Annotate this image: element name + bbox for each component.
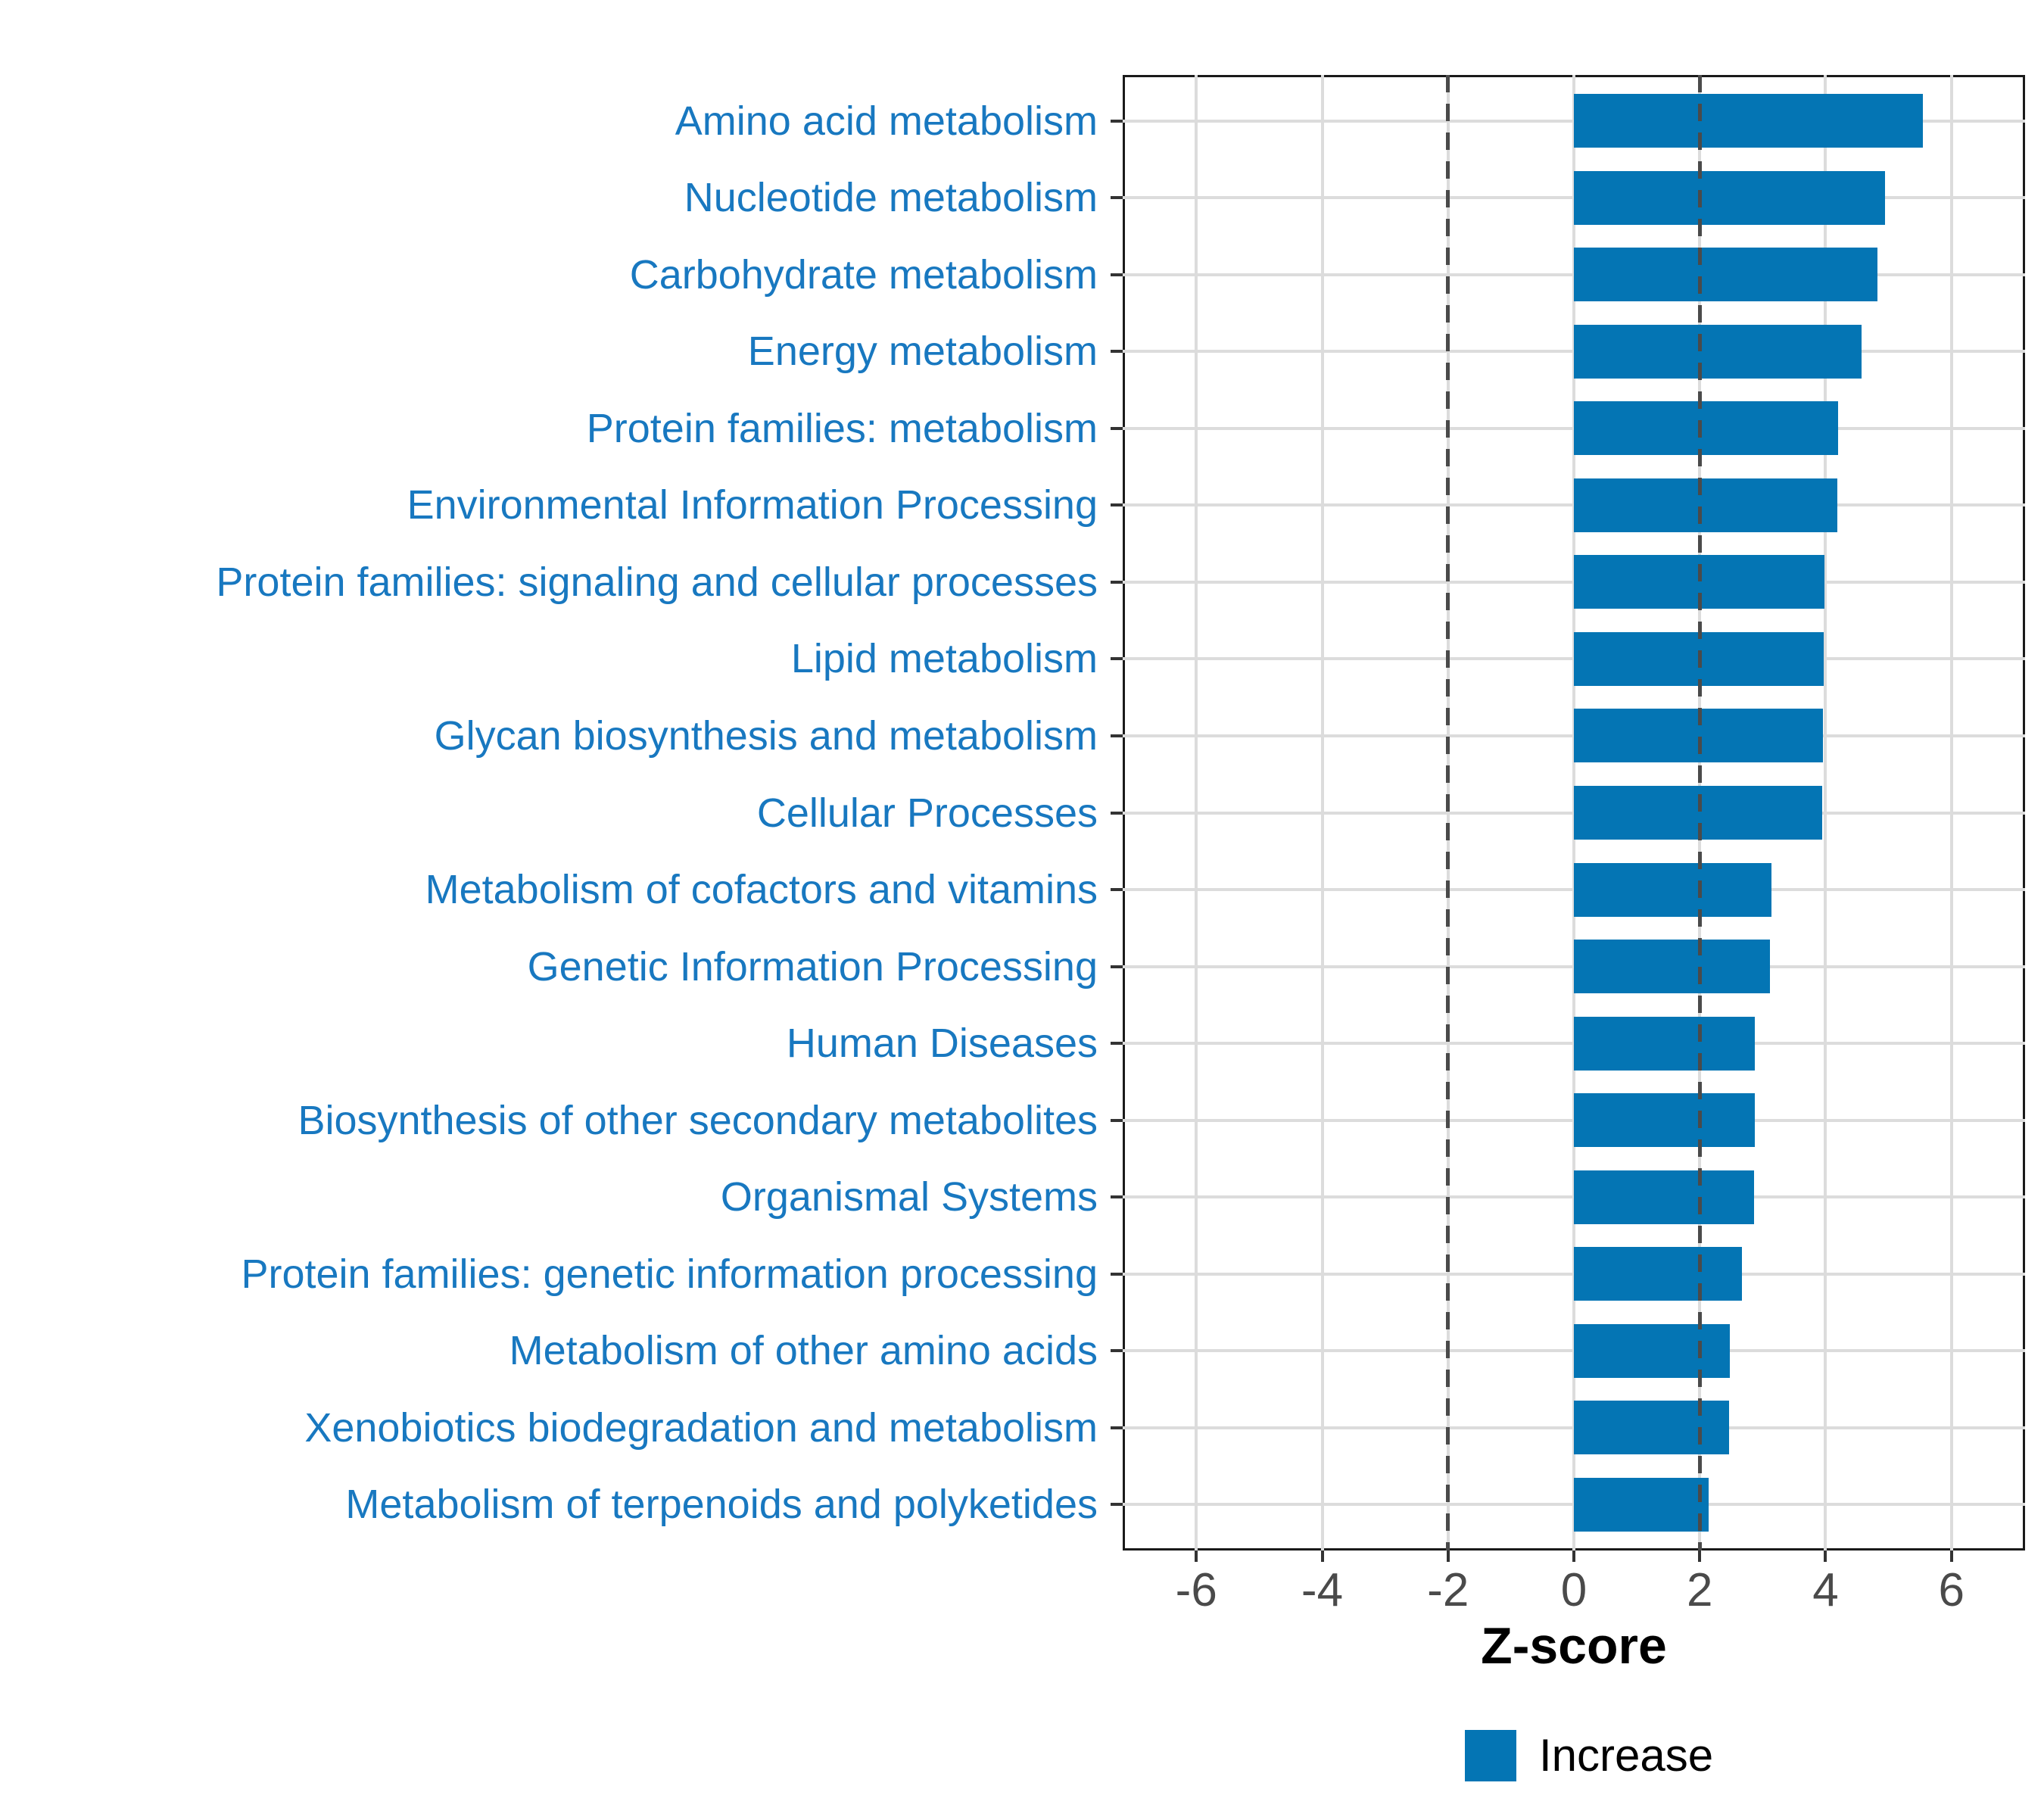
- category-label: Metabolism of cofactors and vitamins: [425, 867, 1098, 912]
- category-label: Organismal Systems: [720, 1174, 1098, 1220]
- y-tick: [1111, 1349, 1123, 1353]
- y-tick: [1111, 273, 1123, 276]
- x-tick: [1572, 1551, 1575, 1562]
- bar: [1574, 248, 1877, 302]
- y-tick: [1111, 580, 1123, 584]
- x-tick-label: 2: [1686, 1564, 1713, 1616]
- bar: [1574, 1401, 1730, 1455]
- bar: [1574, 170, 1885, 225]
- category-label: Genetic Information Processing: [527, 943, 1098, 990]
- category-label: Nucleotide metabolism: [684, 175, 1098, 221]
- category-label: Protein families: signaling and cellular…: [216, 559, 1098, 605]
- category-label: Metabolism of terpenoids and polyketides: [345, 1482, 1098, 1528]
- x-tick-label: 0: [1560, 1564, 1588, 1616]
- category-label: Protein families: metabolism: [586, 405, 1098, 451]
- y-tick: [1111, 1426, 1123, 1429]
- bar: [1574, 1016, 1756, 1071]
- x-axis-title: Z-score: [1481, 1617, 1667, 1675]
- x-tick-label: 6: [1938, 1564, 1965, 1616]
- y-tick: [1111, 196, 1123, 200]
- category-label: Environmental Information Processing: [407, 482, 1098, 528]
- category-label: Biosynthesis of other secondary metaboli…: [298, 1097, 1098, 1143]
- bar: [1574, 401, 1839, 456]
- y-tick: [1111, 888, 1123, 891]
- legend-color-swatch-increase: [1465, 1730, 1516, 1781]
- bar: [1574, 862, 1771, 917]
- category-label: Metabolism of other amino acids: [509, 1328, 1098, 1374]
- x-tick: [1195, 1551, 1198, 1562]
- y-tick: [1111, 1195, 1123, 1199]
- y-tick: [1111, 734, 1123, 737]
- bar: [1574, 940, 1770, 994]
- y-tick: [1111, 1042, 1123, 1046]
- bar: [1574, 1093, 1755, 1148]
- bar: [1574, 1477, 1709, 1532]
- x-tick-label: 4: [1812, 1564, 1839, 1616]
- x-tick: [1320, 1551, 1324, 1562]
- y-tick: [1111, 119, 1123, 123]
- x-tick-label: -4: [1301, 1564, 1344, 1616]
- reference-line: [1446, 75, 1450, 1551]
- category-label: Human Diseases: [786, 1021, 1098, 1067]
- bar: [1574, 94, 1923, 148]
- y-tick: [1111, 1272, 1123, 1276]
- legend-label-increase: Increase: [1539, 1730, 1714, 1781]
- category-label: Xenobiotics biodegradation and metabolis…: [304, 1404, 1098, 1451]
- bar: [1574, 1247, 1742, 1301]
- y-tick: [1111, 503, 1123, 507]
- y-tick: [1111, 811, 1123, 815]
- y-tick: [1111, 350, 1123, 354]
- category-label: Cellular Processes: [756, 790, 1098, 836]
- x-tick: [1698, 1551, 1702, 1562]
- y-tick: [1111, 426, 1123, 430]
- x-tick: [1949, 1551, 1953, 1562]
- y-tick: [1111, 965, 1123, 968]
- category-label: Carbohydrate metabolism: [629, 251, 1098, 298]
- bar: [1574, 1323, 1731, 1378]
- category-label: Glycan biosynthesis and metabolism: [434, 712, 1098, 759]
- x-tick-label: -6: [1175, 1564, 1217, 1616]
- y-tick: [1111, 1118, 1123, 1122]
- category-label: Lipid metabolism: [790, 636, 1098, 682]
- x-tick: [1446, 1551, 1450, 1562]
- category-label: Protein families: genetic information pr…: [241, 1251, 1098, 1297]
- x-tick: [1824, 1551, 1827, 1562]
- x-tick-label: -2: [1427, 1564, 1469, 1616]
- y-tick: [1111, 1503, 1123, 1507]
- bar: [1574, 1170, 1754, 1224]
- bar: [1574, 324, 1862, 379]
- bar: [1574, 478, 1838, 532]
- y-tick: [1111, 657, 1123, 661]
- reference-line: [1697, 75, 1702, 1551]
- category-label: Amino acid metabolism: [675, 98, 1098, 144]
- category-label: Energy metabolism: [747, 329, 1098, 375]
